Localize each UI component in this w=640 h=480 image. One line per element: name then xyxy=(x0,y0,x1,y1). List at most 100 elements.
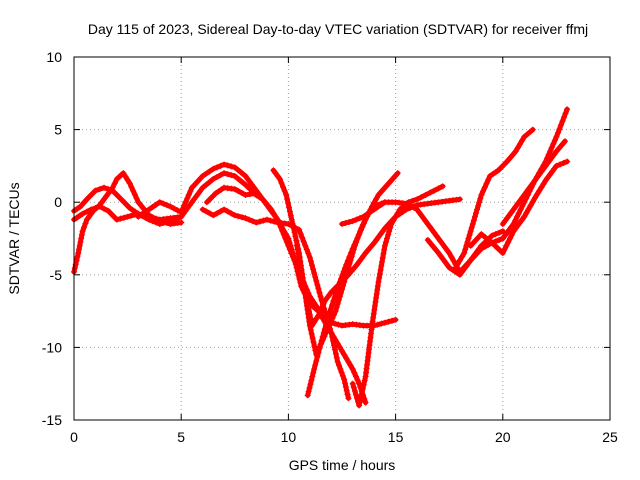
data-point-marker xyxy=(267,217,274,224)
data-point-marker xyxy=(334,358,341,365)
data-point-marker xyxy=(285,200,292,207)
data-point-marker xyxy=(285,235,292,242)
x-tick-label: 15 xyxy=(388,429,404,445)
data-point-marker xyxy=(330,311,337,318)
data-point-marker xyxy=(96,203,103,210)
data-point-marker xyxy=(369,318,376,325)
data-point-marker xyxy=(515,210,522,217)
data-point-marker xyxy=(351,242,358,249)
data-point-marker xyxy=(470,239,477,246)
data-point-marker xyxy=(113,175,120,182)
data-point-marker xyxy=(339,220,345,227)
data-point-marker xyxy=(378,320,385,327)
data-point-marker xyxy=(559,141,566,148)
data-point-marker xyxy=(228,172,235,179)
data-point-marker xyxy=(126,180,133,187)
data-point-marker xyxy=(360,213,367,220)
data-point-marker xyxy=(302,290,309,297)
data-point-marker xyxy=(167,218,174,225)
data-point-marker xyxy=(461,250,468,257)
data-point-marker xyxy=(308,330,315,337)
data-point-marker xyxy=(483,180,490,187)
data-point-marker xyxy=(306,318,313,325)
data-point-marker xyxy=(199,173,206,180)
data-point-marker xyxy=(406,202,413,209)
data-point-marker xyxy=(350,384,357,391)
data-point-marker xyxy=(89,190,96,197)
data-point-marker xyxy=(293,237,300,244)
data-point-marker xyxy=(559,118,566,125)
data-point-marker xyxy=(272,213,279,220)
data-point-marker xyxy=(108,210,115,217)
data-point-marker xyxy=(313,357,320,364)
data-point-marker xyxy=(297,230,304,237)
data-point-marker xyxy=(373,195,380,202)
data-point-marker xyxy=(469,220,476,227)
data-point-marker xyxy=(206,168,213,175)
data-point-marker xyxy=(371,302,378,309)
data-point-marker xyxy=(378,201,385,208)
data-point-marker xyxy=(501,246,508,253)
data-point-marker xyxy=(210,165,217,172)
data-point-marker xyxy=(296,258,303,265)
data-point-marker xyxy=(135,199,142,206)
data-point-marker xyxy=(516,141,523,148)
data-point-marker xyxy=(514,144,521,151)
data-point-marker xyxy=(314,353,321,360)
data-point-marker xyxy=(342,380,349,387)
data-point-marker xyxy=(369,322,376,329)
data-point-marker xyxy=(439,183,446,190)
data-point-marker xyxy=(354,234,361,241)
data-point-marker xyxy=(385,318,392,325)
data-point-marker xyxy=(477,195,484,202)
data-point-marker xyxy=(329,334,336,341)
data-point-marker xyxy=(476,199,483,206)
data-point-marker xyxy=(294,246,301,253)
y-tick-label: -10 xyxy=(42,339,62,355)
series-line xyxy=(305,170,401,398)
data-point-marker xyxy=(112,190,119,197)
data-point-marker xyxy=(475,234,482,241)
data-point-marker xyxy=(362,250,369,257)
data-point-marker xyxy=(301,286,308,293)
data-point-marker xyxy=(473,210,479,217)
data-point-marker xyxy=(556,161,563,168)
data-point-marker xyxy=(345,395,352,402)
data-point-marker xyxy=(199,206,206,213)
data-point-marker xyxy=(299,275,306,282)
data-point-marker xyxy=(548,144,555,151)
data-point-marker xyxy=(238,170,245,177)
data-point-marker xyxy=(470,254,477,261)
data-point-marker xyxy=(203,181,210,188)
data-point-marker xyxy=(561,114,568,121)
data-point-marker xyxy=(238,178,245,185)
data-point-marker xyxy=(378,262,385,269)
data-point-marker xyxy=(335,362,342,369)
data-point-marker xyxy=(315,312,322,319)
data-point-marker xyxy=(249,218,256,225)
x-tick-label: 0 xyxy=(70,429,78,445)
data-point-marker xyxy=(199,184,206,191)
data-point-marker xyxy=(289,220,296,227)
data-point-marker xyxy=(378,188,385,195)
data-point-marker xyxy=(167,203,174,210)
data-point-marker xyxy=(309,335,316,342)
data-point-marker xyxy=(550,140,557,147)
data-point-marker xyxy=(494,244,501,251)
data-point-marker xyxy=(228,210,235,217)
data-point-marker xyxy=(235,167,242,174)
data-point-marker xyxy=(206,178,213,185)
data-point-marker xyxy=(478,231,485,238)
data-point-marker xyxy=(296,226,303,233)
data-point-marker xyxy=(545,151,552,158)
data-point-marker xyxy=(290,225,297,232)
data-point-marker xyxy=(538,184,545,191)
data-point-marker xyxy=(347,362,354,369)
data-point-marker xyxy=(92,187,99,194)
data-point-marker xyxy=(315,285,322,292)
data-point-marker xyxy=(496,229,503,236)
data-point-marker xyxy=(142,208,149,215)
data-point-marker xyxy=(303,246,310,253)
data-point-marker xyxy=(339,372,346,379)
